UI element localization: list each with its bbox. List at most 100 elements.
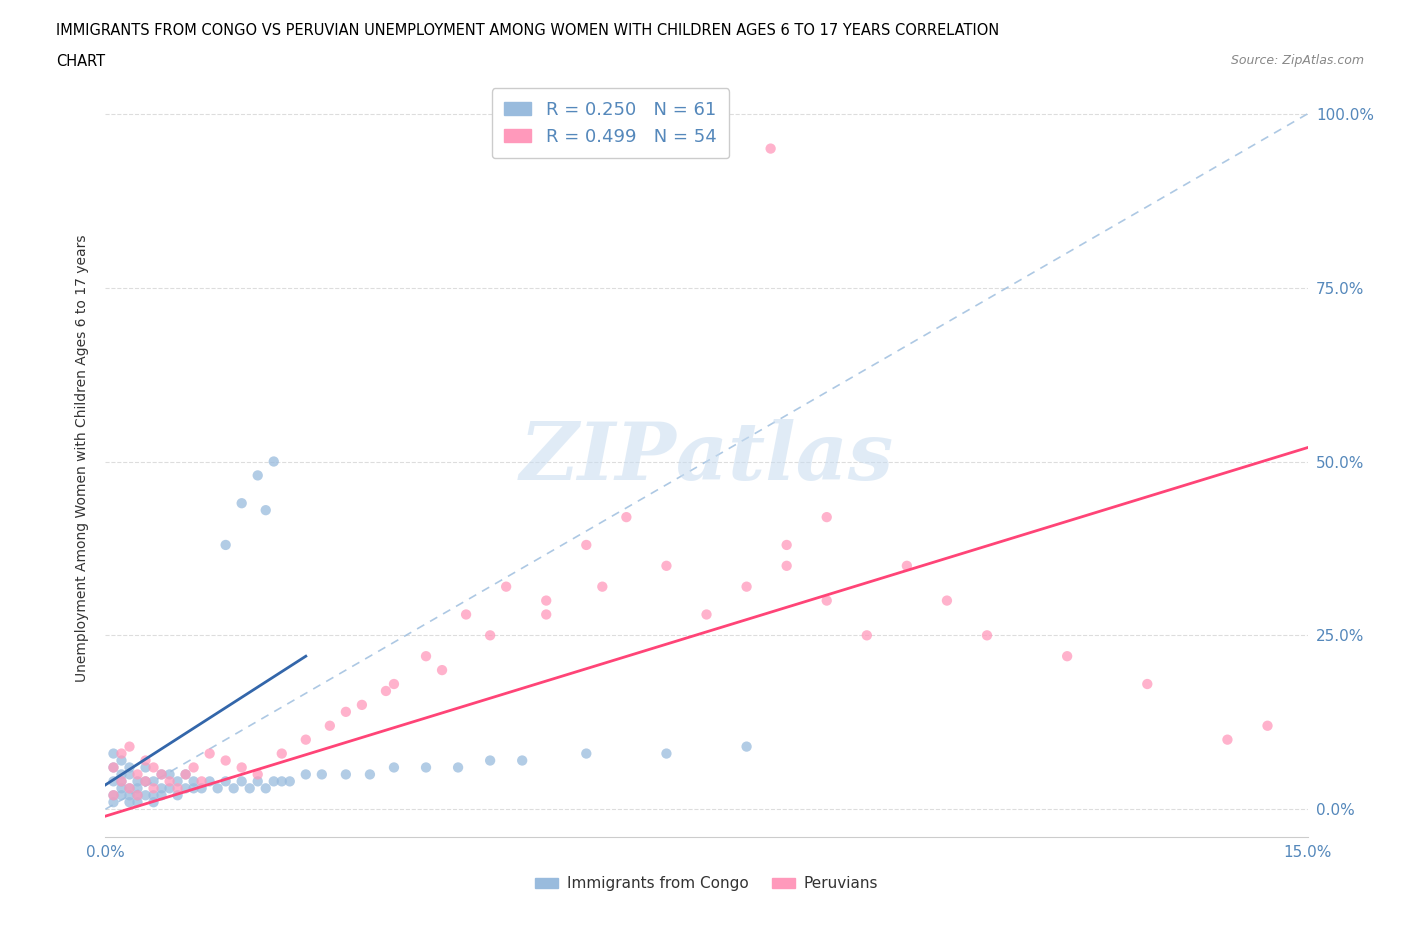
Point (127, 774, 149, 789)
Point (142, 795, 165, 810)
Point (655, 746, 678, 761)
Text: IMMIGRANTS FROM CONGO VS PERUVIAN UNEMPLOYMENT AMONG WOMEN WITH CHILDREN AGES 6 : IMMIGRANTS FROM CONGO VS PERUVIAN UNEMPL… (56, 23, 1000, 38)
Point (103, 760, 125, 775)
Point (382, 677, 405, 692)
Point (976, 628, 998, 643)
Point (278, 774, 301, 789)
Point (118, 767, 141, 782)
Point (311, 767, 333, 782)
Point (479, 753, 502, 768)
Point (214, 538, 236, 552)
Text: ZIP​atlas: ZIP​atlas (519, 419, 894, 497)
Point (270, 746, 292, 761)
Point (415, 649, 437, 664)
Point (246, 468, 269, 483)
Point (655, 558, 678, 573)
Point (118, 781, 141, 796)
Point (142, 781, 165, 796)
Point (735, 579, 758, 594)
Point (454, 607, 477, 622)
Point (415, 760, 437, 775)
Point (207, 781, 229, 796)
Point (150, 781, 173, 796)
Point (335, 704, 357, 719)
Point (166, 781, 188, 796)
Text: Source: ZipAtlas.com: Source: ZipAtlas.com (1230, 54, 1364, 67)
Point (616, 510, 638, 525)
Point (198, 746, 221, 761)
Point (142, 760, 165, 775)
Point (776, 558, 799, 573)
Point (1056, 649, 1078, 664)
Point (110, 774, 132, 789)
Point (142, 788, 165, 803)
Point (127, 788, 149, 803)
Point (510, 753, 533, 768)
Point (110, 781, 132, 796)
Point (936, 593, 959, 608)
Point (1257, 718, 1279, 733)
Point (150, 767, 173, 782)
Point (735, 739, 758, 754)
Point (118, 739, 141, 754)
Point (118, 760, 141, 775)
Y-axis label: Unemployment Among Women with Children Ages 6 to 17 years: Unemployment Among Women with Children A… (76, 234, 90, 682)
Point (575, 538, 598, 552)
Point (319, 718, 342, 733)
Point (295, 732, 318, 747)
Point (1216, 732, 1239, 747)
Point (110, 746, 132, 761)
Point (374, 684, 398, 698)
Point (127, 781, 149, 796)
Point (198, 774, 221, 789)
Point (135, 760, 157, 775)
Point (239, 781, 262, 796)
Point (142, 774, 165, 789)
Point (295, 767, 318, 782)
Point (127, 788, 149, 803)
Point (103, 760, 125, 775)
Point (190, 774, 212, 789)
Point (591, 579, 613, 594)
Point (855, 628, 877, 643)
Point (103, 746, 125, 761)
Text: CHART: CHART (56, 54, 105, 69)
Point (183, 760, 205, 775)
Point (103, 795, 125, 810)
Point (118, 795, 141, 810)
Point (183, 774, 205, 789)
Point (159, 774, 181, 789)
Point (214, 753, 236, 768)
Point (254, 781, 277, 796)
Point (815, 510, 838, 525)
Point (103, 788, 125, 803)
Point (231, 496, 253, 511)
Point (815, 593, 838, 608)
Point (174, 767, 197, 782)
Point (110, 788, 132, 803)
Point (190, 781, 212, 796)
Point (270, 774, 292, 789)
Point (575, 746, 598, 761)
Point (350, 698, 373, 712)
Point (135, 774, 157, 789)
Point (263, 774, 285, 789)
Point (231, 774, 253, 789)
Point (166, 788, 188, 803)
Point (1136, 677, 1159, 692)
Point (495, 579, 517, 594)
Point (479, 628, 502, 643)
Point (135, 774, 157, 789)
Point (534, 607, 557, 622)
Point (246, 767, 269, 782)
Point (335, 767, 357, 782)
Point (896, 558, 918, 573)
Point (118, 788, 141, 803)
Point (159, 781, 181, 796)
Point (135, 753, 157, 768)
Point (246, 774, 269, 789)
Point (159, 767, 181, 782)
Point (231, 760, 253, 775)
Point (430, 663, 453, 678)
Point (135, 788, 157, 803)
